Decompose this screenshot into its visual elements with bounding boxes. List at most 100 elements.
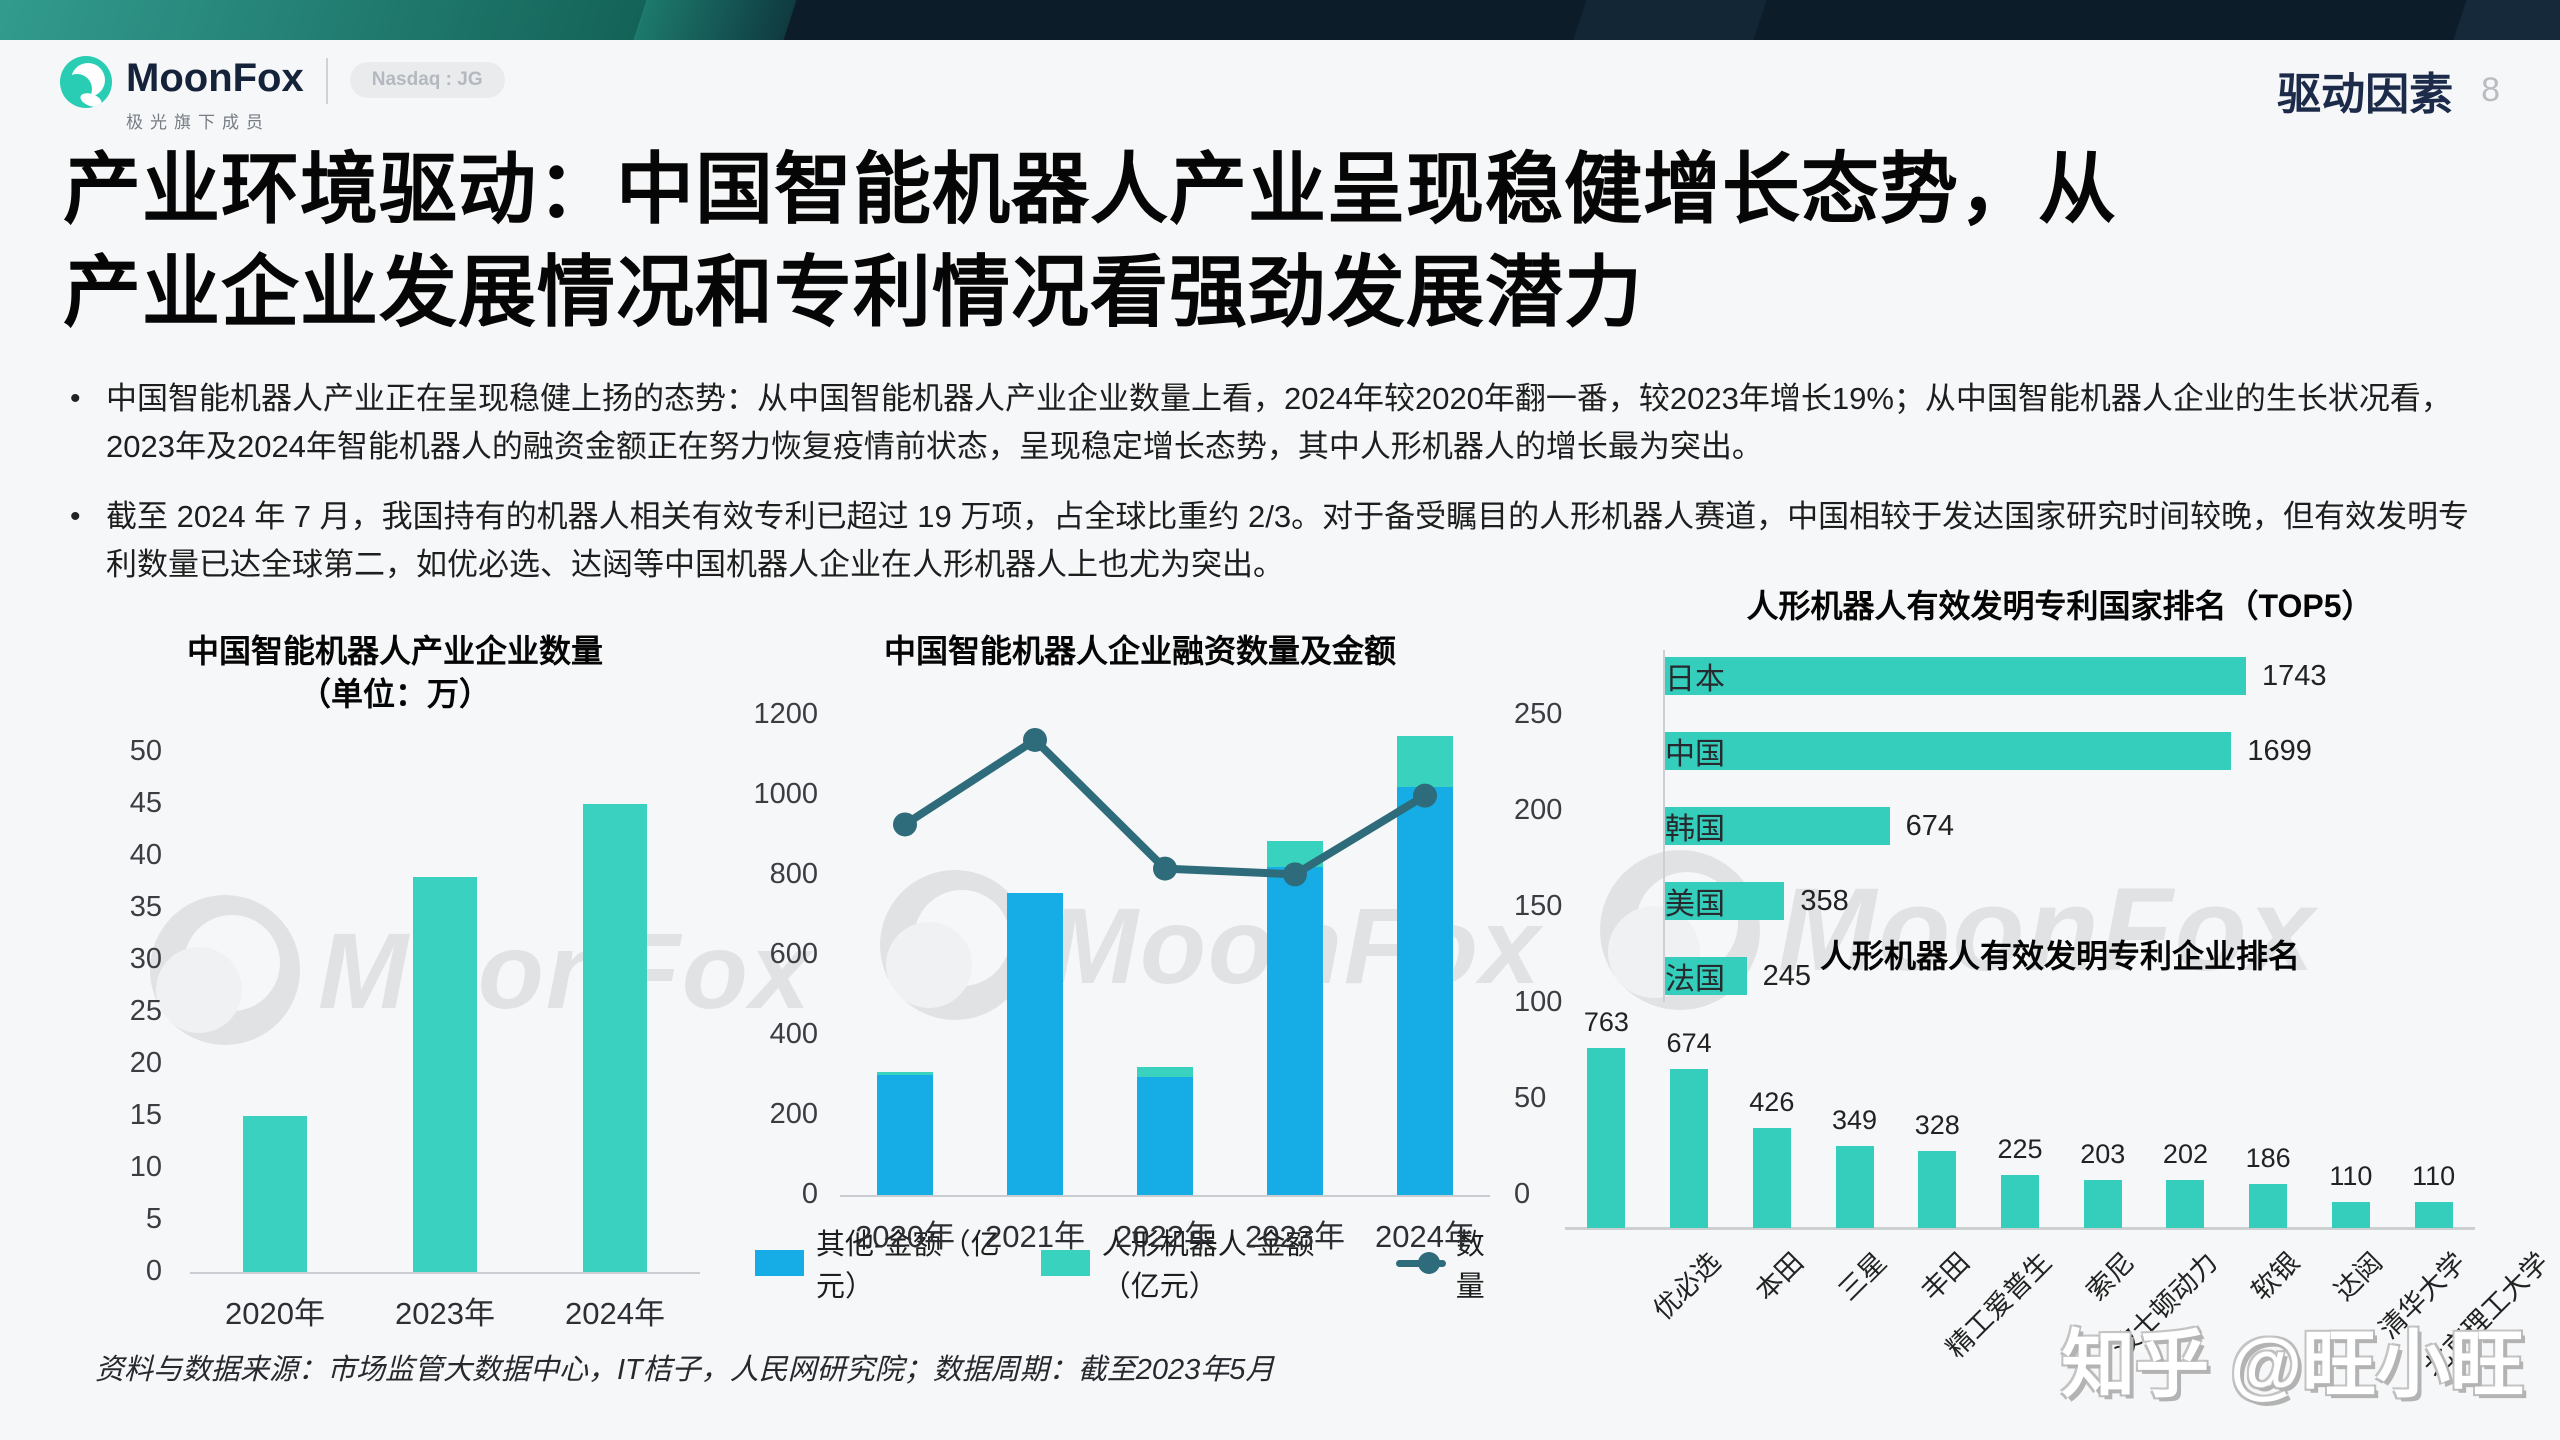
banner-teal-wedge xyxy=(630,0,800,40)
country-bar xyxy=(1665,882,1785,921)
country-bar xyxy=(1665,957,1747,996)
y-right-tick-label: 50 xyxy=(1514,1082,1547,1115)
y-tick-label: 30 xyxy=(129,943,162,976)
chart-title-line2: （单位：万） xyxy=(298,676,491,713)
chart-patent-companies: 人形机器人有效发明专利企业排名 763 674 426 349 328 225 203 202… xyxy=(1565,935,2555,1383)
y-tick-label: 20 xyxy=(129,1047,162,1080)
funding-legend: 其他-金额（亿元） 人形机器人-金额（亿元） 数量 xyxy=(755,1221,1535,1305)
bar-2023年 xyxy=(413,877,477,1273)
y-left-tick-label: 200 xyxy=(769,1098,818,1131)
logo-tail-shape xyxy=(78,90,104,108)
company-label: 本田 xyxy=(1749,1247,1810,1307)
legend-item: 其他-金额（亿元） xyxy=(755,1221,1007,1305)
y-tick-label: 5 xyxy=(145,1203,162,1236)
chart-title-line1: 中国智能机器人产业企业数量 xyxy=(186,633,603,669)
country-value: 1743 xyxy=(2262,659,2327,692)
country-bar xyxy=(1665,807,1890,846)
company-bar-三星 xyxy=(1752,1127,1791,1229)
legend-line-icon xyxy=(1395,1250,1446,1276)
bar-humanoid-2024年 xyxy=(1397,736,1453,788)
y-left-tick-label: 1000 xyxy=(753,778,818,811)
company-bar-达闼 xyxy=(2249,1184,2288,1229)
company-label: 丰田 xyxy=(1915,1247,1975,1307)
bar-humanoid-2022年 xyxy=(1137,1067,1193,1078)
y-tick-label: 45 xyxy=(129,787,162,820)
y-tick-label: 0 xyxy=(145,1255,162,1288)
y-tick-label: 15 xyxy=(129,1099,162,1132)
chart-title: 人形机器人有效发明专利企业排名 xyxy=(1819,938,2300,974)
country-bar xyxy=(1665,732,2232,771)
country-label: 法国 xyxy=(1665,963,1725,997)
section-label: 驱动因素 xyxy=(2277,70,2454,119)
brand-subtitle: 极光旗下成员 xyxy=(126,113,270,132)
y-tick-label: 35 xyxy=(129,891,162,924)
bar-2020年 xyxy=(243,1116,307,1273)
company-label: 索尼 xyxy=(2080,1247,2141,1307)
chart-title: 人形机器人有效发明专利国家排名（TOP5） xyxy=(1746,588,2374,624)
bar-other-2024年 xyxy=(1397,787,1453,1196)
company-bar-软银 xyxy=(2166,1180,2205,1229)
bar-2024年 xyxy=(583,804,647,1273)
company-bar-本田 xyxy=(1670,1068,1709,1229)
x-tick-label: 2020年 xyxy=(225,1296,325,1332)
funding-plot: 0 200 400 600 800 1000 1200 0 50 100 150 200 250 2020… xyxy=(753,698,1562,1254)
y-right-tick-label: 200 xyxy=(1514,794,1563,827)
country-row-韩国: 韩国 674 xyxy=(1665,806,2555,846)
brand-name: MoonFox xyxy=(126,56,304,100)
banner-navy-wedge xyxy=(1570,0,1770,40)
company-value: 203 xyxy=(2080,1139,2126,1170)
top-banner xyxy=(0,0,2560,40)
logo-divider xyxy=(325,58,328,104)
y-left-tick-label: 1200 xyxy=(753,698,818,731)
company-value: 202 xyxy=(2162,1139,2208,1170)
company-value: 225 xyxy=(1997,1134,2043,1165)
company-value: 110 xyxy=(2412,1161,2456,1192)
y-right-tick-label: 150 xyxy=(1514,890,1563,923)
legend-line-dot xyxy=(1417,1252,1440,1275)
company-value: 186 xyxy=(2245,1143,2291,1174)
chart-companies-count: 中国智能机器人产业企业数量 （单位：万） 0 5 10 15 20 25 30 35 40 45 5… xyxy=(70,630,720,1331)
bullet-text: 中国智能机器人产业正在呈现稳健上扬的态势：从中国智能机器人产业企业数量上看，20… xyxy=(106,381,2452,464)
source-note: 资料与数据来源：市场监管大数据中心，IT桔子，人民网研究院；数据周期：截至202… xyxy=(95,1354,1275,1386)
x-tick-label: 2021年 xyxy=(985,1219,1085,1255)
bullet-item: • 中国智能机器人产业正在呈现稳健上扬的态势：从中国智能机器人产业企业数量上看，… xyxy=(70,375,2500,471)
page-title-line2: 产业企业发展情况和专利情况看强劲发展潜力 xyxy=(63,247,1644,336)
x-axis-line xyxy=(840,1195,1490,1198)
page-title: 产业环境驱动：中国智能机器人产业呈现稳健增长态势，从 产业企业发展情况和专利情况… xyxy=(63,138,2503,344)
nasdaq-ticker-badge: Nasdaq : JG xyxy=(349,62,505,98)
y-left-tick-label: 0 xyxy=(801,1178,818,1211)
company-bar-波士顿动力 xyxy=(2083,1180,2122,1229)
company-bar-优必选 xyxy=(1587,1047,1626,1229)
company-bar-索尼 xyxy=(2001,1175,2039,1229)
country-label: 韩国 xyxy=(1665,813,1725,847)
y-left-tick-label: 800 xyxy=(769,858,818,891)
x-tick-label: 2023年 xyxy=(1245,1219,1345,1255)
zhihu-watermark: 知乎 @旺小旺 xyxy=(2061,1323,2524,1406)
company-value: 349 xyxy=(1832,1104,1878,1135)
country-value: 674 xyxy=(1905,809,1955,842)
bullet-text: 截至 2024 年 7 月，我国持有的机器人相关有效专利已超过 19 万项，占全… xyxy=(106,499,2470,582)
bar-other-2023年 xyxy=(1267,867,1323,1196)
banner-teal-shape xyxy=(0,0,670,40)
country-value: 245 xyxy=(1762,959,1812,992)
country-row-美国: 美国 358 xyxy=(1665,881,2555,921)
banner-navy-edge xyxy=(2450,0,2560,40)
y-axis-line xyxy=(1663,650,1665,1003)
country-value: 358 xyxy=(1800,884,1849,917)
country-row-法国: 法国 245 xyxy=(1665,956,2555,996)
companies-count-plot: 0 5 10 15 20 25 30 35 40 45 50 2020年 2023年 2024年 xyxy=(130,735,700,1331)
y-left-tick-label: 400 xyxy=(769,1018,818,1051)
country-row-日本: 日本 1743 xyxy=(1665,656,2555,696)
company-value: 763 xyxy=(1583,1006,1629,1037)
chart-title: 中国智能机器人企业融资数量及金额 xyxy=(883,633,1396,669)
country-row-中国: 中国 1699 xyxy=(1665,731,2555,771)
legend-swatch xyxy=(755,1250,804,1277)
company-value: 328 xyxy=(1914,1109,1960,1140)
x-tick-label: 2023年 xyxy=(395,1296,495,1332)
company-bar-清华大学 xyxy=(2331,1202,2370,1229)
bullet-list: • 中国智能机器人产业正在呈现稳健上扬的态势：从中国智能机器人产业企业数量上看，… xyxy=(70,375,2500,611)
x-tick-label: 2024年 xyxy=(565,1296,665,1332)
bar-other-2021年 xyxy=(1007,893,1063,1196)
company-label: 优必选 xyxy=(1648,1247,1727,1326)
